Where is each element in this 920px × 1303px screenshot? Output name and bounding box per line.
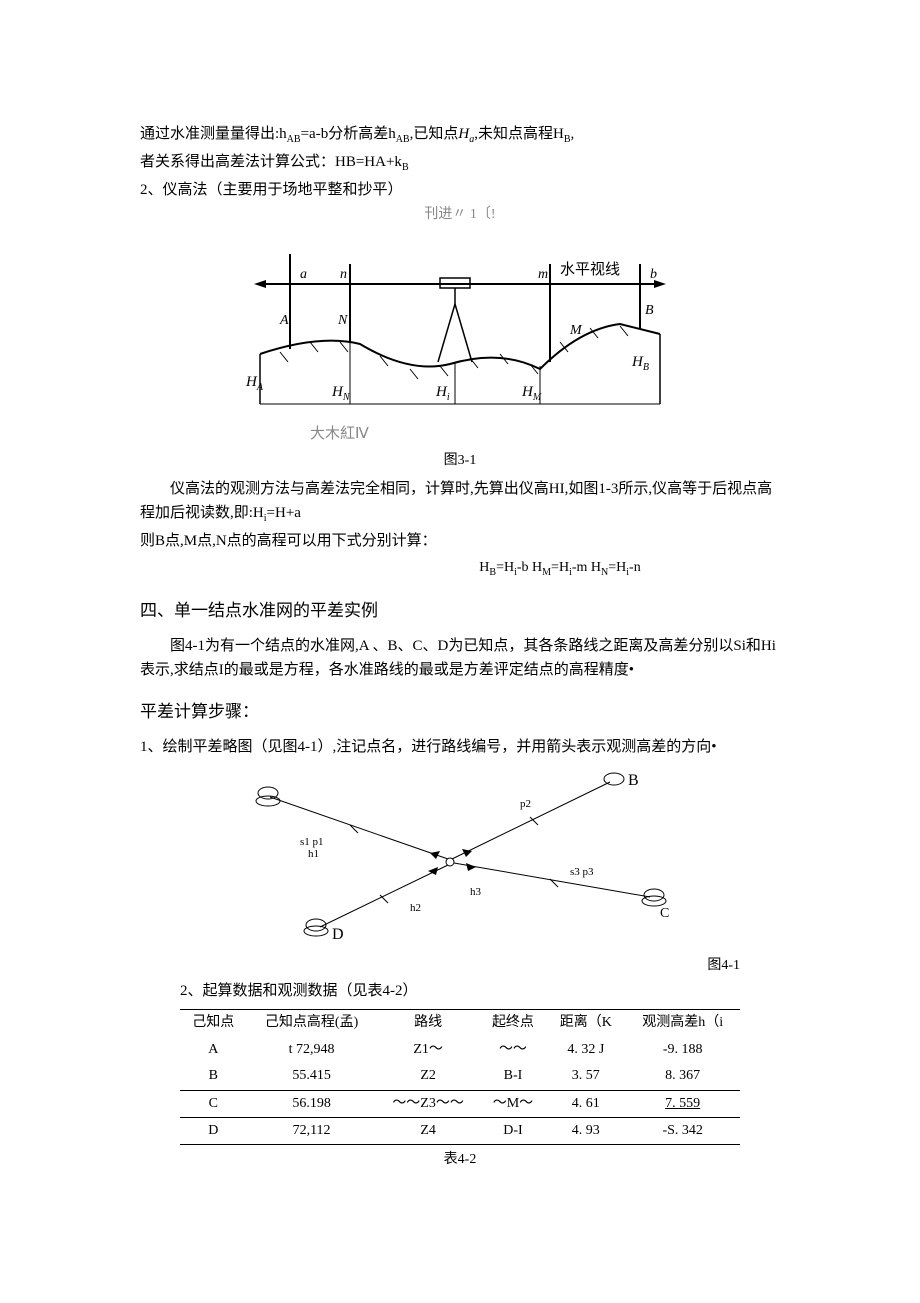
paragraph-7: 1、绘制平差略图（见图4-1）,注记点名，进行路线编号，并用箭头表示观测高差的方… [140, 735, 780, 759]
th: 己知点 [180, 1010, 247, 1037]
section-steps-title: 平差计算步骤： [140, 698, 780, 725]
network-diagram-svg: B D C s1 p1 h1 p2 h3 s3 p3 h2 [230, 767, 690, 947]
label-HM: HM [521, 384, 542, 403]
label-h3: h3 [470, 886, 482, 898]
figure31-bottom-label: 大木紅Ⅳ [310, 422, 780, 446]
label-HA: HA [245, 374, 264, 393]
text: ,已知点 [410, 126, 459, 142]
label-n: n [340, 267, 347, 282]
label-m: m [538, 267, 548, 282]
label-b: b [650, 267, 657, 282]
label-B: B [645, 303, 654, 318]
paragraph-formula: 者关系得出高差法计算公式：HB=HA+kB [140, 150, 780, 176]
text: 通过水准测量量得出:h [140, 126, 287, 142]
paragraph-hab: 通过水准测量量得出:hAB=a-b分析高差hAB,已知点Ha,未知点高程HB, [140, 122, 780, 148]
figure-4-1: B D C s1 p1 h1 p2 h3 s3 p3 h2 [140, 767, 780, 947]
label-s1p1: s1 p1 [300, 836, 324, 848]
table-header-row: 己知点 己知点高程(孟) 路线 起终点 距离（K 观测高差h（i [180, 1010, 740, 1037]
table-4-2: 己知点 己知点高程(孟) 路线 起终点 距离（K 观测高差h（i A t 72,… [180, 1009, 740, 1145]
label-a: a [300, 267, 307, 282]
label-A: A [279, 313, 289, 328]
text: ,未知点高程H [474, 126, 564, 142]
label-C: C [660, 906, 669, 921]
label-Hi: Hi [435, 384, 450, 403]
paragraph-4: 仪高法的观测方法与高差法完全相同，计算时,先算出仪高HI,如图1-3所示,仪高等… [140, 477, 780, 527]
sub: B [402, 162, 409, 173]
sub: AB [287, 134, 301, 145]
label-D: D [332, 926, 344, 943]
paragraph-5: 则B点,M点,N点的高程可以用下式分别计算： [140, 529, 780, 553]
text: , [570, 126, 574, 142]
paragraph-6: 图4-1为有一个结点的水准网,A 、B、C、D为已知点，其各条路线之距离及高差分… [140, 634, 780, 682]
figure-3-1: a n m b 水平视线 A N M B HA HN Hi HM HB [140, 234, 780, 414]
section-4-title: 四、单一结点水准网的平差实例 [140, 597, 780, 624]
label-s3p3: s3 p3 [570, 866, 594, 878]
leveling-diagram-svg: a n m b 水平视线 A N M B HA HN Hi HM HB [240, 234, 680, 414]
caption-3-1: 图3-1 [140, 450, 780, 472]
formula-elevations: HB=Hi-b HM=Hi-m HN=Hi-n [140, 557, 780, 581]
figure31-top-label: 刊进〃 1〔! [140, 204, 780, 226]
text: =a-b分析高差h [301, 126, 396, 142]
table-row: D 72,112 Z4 D-I 4. 93 -S. 342 [180, 1117, 740, 1144]
label-h2: h2 [410, 902, 421, 914]
text: 仪高法的观测方法与高差法完全相同，计算时,先算出仪高HI,如图1-3所示,仪高等… [140, 481, 772, 521]
sub: AB [396, 134, 410, 145]
label-HN: HN [331, 384, 351, 403]
text: 者关系得出高差法计算公式：HB=HA+k [140, 154, 402, 170]
th: 路线 [377, 1010, 480, 1037]
text: =H+a [267, 505, 301, 521]
th: 距离（K [546, 1010, 625, 1037]
table-row: A t 72,948 Z1～ ～～ 4. 32 J -9. 188 [180, 1037, 740, 1063]
label-sightline: 水平视线 [560, 261, 620, 278]
label-HB: HB [631, 354, 649, 373]
label-B: B [628, 772, 639, 789]
caption-4-2: 表4-2 [140, 1149, 780, 1171]
th: 起终点 [480, 1010, 547, 1037]
label-N: N [337, 313, 348, 328]
paragraph-method2: 2、仪高法（主要用于场地平整和抄平） [140, 178, 780, 202]
text: H [458, 126, 469, 142]
paragraph-8: 2、起算数据和观测数据（见表4-2） [180, 979, 780, 1003]
label-s2p2: p2 [520, 798, 531, 810]
th: 观测高差h（i [625, 1010, 740, 1037]
table-row: B 55.415 Z2 B-I 3. 57 8. 367 [180, 1063, 740, 1090]
th: 己知点高程(孟) [247, 1010, 377, 1037]
label-h1: h1 [308, 848, 319, 860]
table-row: C 56.198 ～～Z3～～ ～M～ 4. 61 7. 559 [180, 1090, 740, 1117]
label-M: M [569, 323, 583, 338]
caption-4-1: 图4-1 [140, 955, 780, 977]
